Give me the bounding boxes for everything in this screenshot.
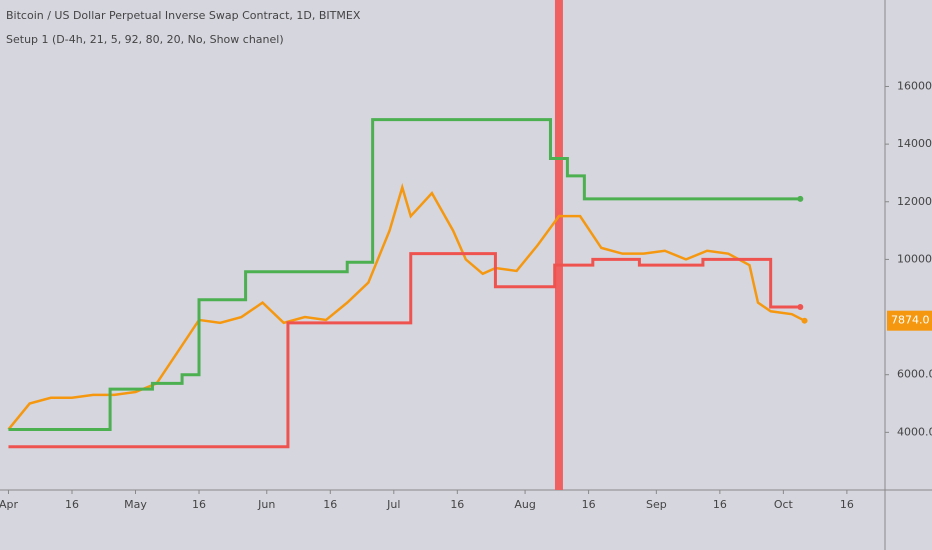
x-tick-label: Jun bbox=[257, 498, 275, 511]
x-tick-label: 16 bbox=[450, 498, 464, 511]
x-tick-label: Oct bbox=[774, 498, 794, 511]
channel-line bbox=[8, 252, 801, 449]
x-tick-label: Sep bbox=[646, 498, 667, 511]
chart-title: Bitcoin / US Dollar Perpetual Inverse Sw… bbox=[6, 9, 361, 22]
x-tick-label: Apr bbox=[0, 498, 18, 511]
x-tick-label: 16 bbox=[192, 498, 206, 511]
last-price-label: 7874.0 bbox=[891, 314, 930, 327]
x-tick-label: May bbox=[124, 498, 147, 511]
y-tick-label: 6000.0 bbox=[897, 368, 932, 381]
x-tick-label: 16 bbox=[582, 498, 596, 511]
y-tick-label: 16000.0 bbox=[897, 79, 932, 92]
x-tick-label: 16 bbox=[323, 498, 337, 511]
channel-line bbox=[8, 118, 801, 431]
end-dot bbox=[797, 303, 804, 310]
end-dot bbox=[801, 317, 808, 324]
y-tick-label: 10000.0 bbox=[897, 252, 932, 265]
x-tick-label: Jul bbox=[386, 498, 400, 511]
last-price-box bbox=[887, 310, 932, 331]
y-tick-label: 12000.0 bbox=[897, 195, 932, 208]
x-tick-label: 16 bbox=[65, 498, 79, 511]
x-tick-label: 16 bbox=[713, 498, 727, 511]
indicator-title: Setup 1 (D-4h, 21, 5, 92, 80, 20, No, Sh… bbox=[6, 33, 284, 46]
x-tick-label: Aug bbox=[514, 498, 535, 511]
y-tick-label: 14000.0 bbox=[897, 137, 932, 150]
y-tick-label: 4000.0 bbox=[897, 425, 932, 438]
x-tick-label: 16 bbox=[840, 498, 854, 511]
end-dot bbox=[797, 195, 804, 202]
